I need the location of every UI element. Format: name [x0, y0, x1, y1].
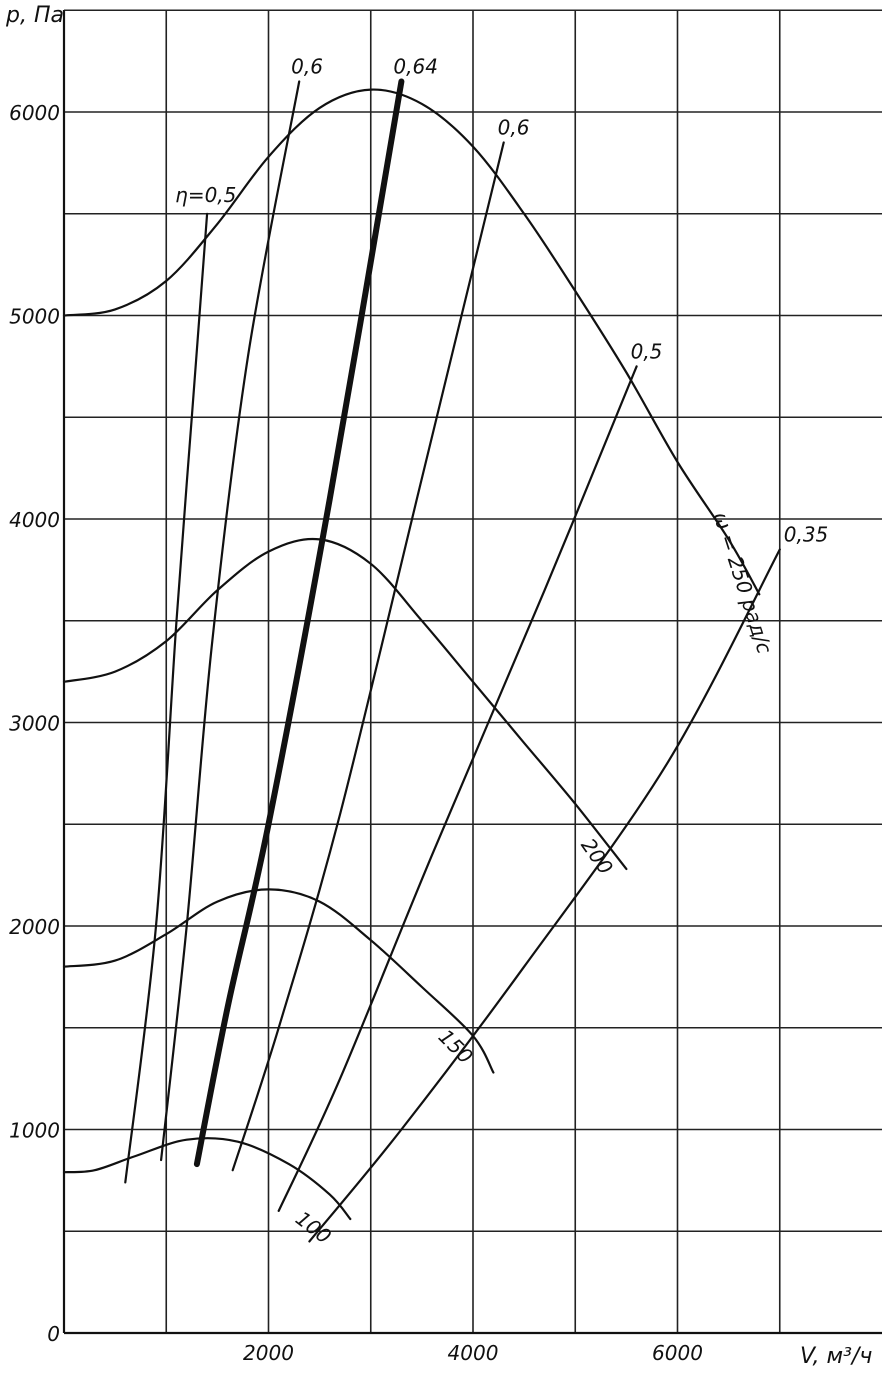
pressure-curve: [62, 1137, 352, 1221]
y-tick-label: 5000: [9, 305, 60, 329]
pressure-curve: [62, 88, 761, 596]
y-tick-label: 0: [47, 1322, 60, 1346]
chart-curves: [62, 78, 781, 1243]
y-tick-label: 4000: [9, 508, 60, 532]
efficiency-curve: [193, 78, 405, 1168]
efficiency-curve: [277, 365, 638, 1212]
x-tick-label: 4000: [448, 1341, 499, 1365]
x-tick-label: 6000: [652, 1341, 703, 1365]
efficiency-label: 0,6: [291, 54, 323, 78]
pressure-curve: [62, 537, 628, 871]
y-tick-label: 6000: [9, 101, 60, 125]
efficiency-curve: [124, 212, 209, 1184]
pressure-curve-label: 100: [291, 1206, 336, 1248]
pressure-curve: [62, 888, 495, 1074]
efficiency-label: η=0,5: [175, 183, 236, 207]
efficiency-label: 0,64: [393, 54, 438, 78]
x-tick-label: 2000: [243, 1341, 294, 1365]
efficiency-curve: [231, 141, 505, 1172]
chart-grid: [64, 9, 882, 1333]
efficiency-curve: [308, 548, 781, 1243]
curve-labels: η=0,5 0,6 0,64 0,6 0,5 0,35 ω = 250 рад/с 200 15…: [175, 54, 828, 1248]
y-tick-label: 3000: [9, 712, 60, 736]
y-axis-label: p, Па: [5, 3, 64, 28]
x-axis-label: V, м³/ч: [800, 1344, 872, 1369]
pressure-curve-label: ω = 250 рад/с: [709, 509, 777, 656]
pressure-curve-label: 200: [576, 834, 618, 879]
pressure-curve-label: 150: [434, 1024, 478, 1068]
chart-axes: [62, 10, 882, 1335]
tick-labels: 2000 4000 6000 0 1000 2000 3000 4000 5000 6000: [9, 101, 703, 1365]
y-tick-label: 1000: [9, 1119, 60, 1143]
efficiency-curve: [160, 80, 301, 1162]
y-tick-label: 2000: [9, 915, 60, 939]
efficiency-label: 0,5: [631, 339, 663, 363]
efficiency-label: 0,6: [498, 116, 530, 140]
efficiency-label: 0,35: [784, 523, 829, 547]
